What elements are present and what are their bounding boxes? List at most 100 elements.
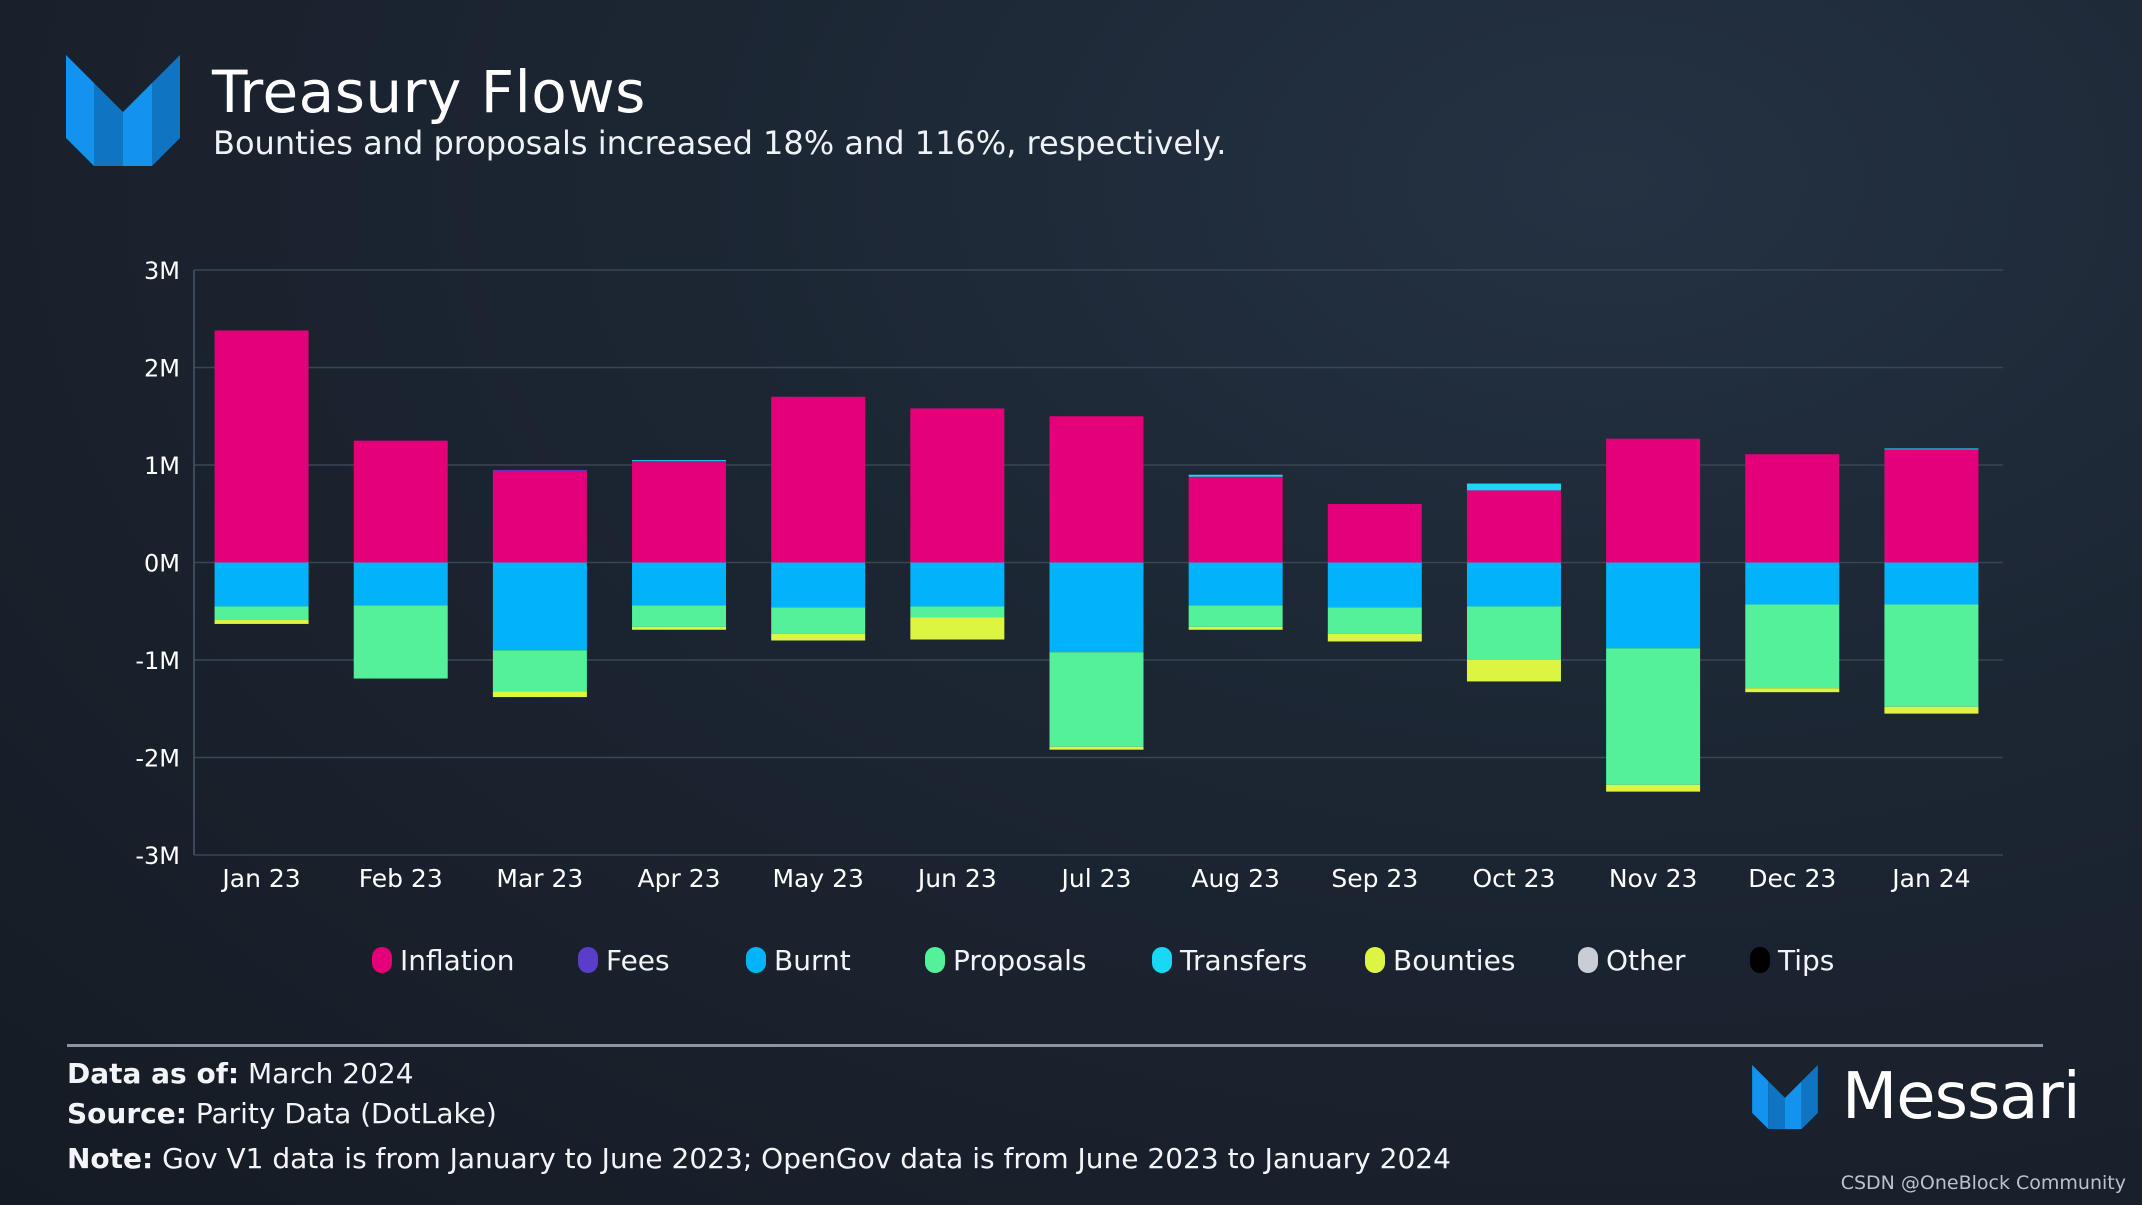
x-tick-label: Aug 23	[1191, 864, 1280, 893]
bar-bounties-jan-23	[214, 620, 309, 624]
legend-item-burnt[interactable]: Burnt	[746, 940, 851, 980]
y-tick-label: 3M	[144, 257, 180, 285]
bar-proposals-oct-23	[1466, 606, 1561, 660]
footer-divider	[67, 1044, 2043, 1047]
y-tick-label: 0M	[144, 550, 180, 578]
bar-bounties-dec-23	[1745, 688, 1840, 693]
x-tick-label: Jan 23	[220, 864, 300, 893]
bar-proposals-feb-23	[353, 605, 448, 679]
bar-bounties-jun-23	[910, 617, 1005, 640]
bar-bounties-aug-23	[1188, 626, 1283, 630]
bar-burnt-jun-23	[910, 562, 1005, 607]
bar-burnt-mar-23	[492, 562, 587, 651]
legend-swatch	[925, 947, 945, 973]
bar-burnt-sep-23	[1327, 562, 1422, 608]
legend-swatch	[1152, 947, 1172, 973]
chart-title: Treasury Flows	[212, 58, 646, 126]
bar-proposals-aug-23	[1188, 605, 1283, 627]
legend-swatch	[746, 947, 766, 973]
note: Note: Gov V1 data is from January to Jun…	[67, 1142, 1451, 1175]
bar-burnt-aug-23	[1188, 562, 1283, 606]
bar-proposals-dec-23	[1745, 604, 1840, 689]
legend-item-proposals[interactable]: Proposals	[925, 940, 1086, 980]
messari-logo-icon	[66, 55, 180, 166]
legend-item-fees[interactable]: Fees	[578, 940, 670, 980]
bar-burnt-may-23	[771, 562, 866, 608]
legend-item-bounties[interactable]: Bounties	[1365, 940, 1515, 980]
data-as-of: Data as of: March 2024	[67, 1057, 414, 1090]
x-tick-label: Oct 23	[1472, 864, 1555, 893]
bar-inflation-apr-23	[632, 462, 727, 563]
bar-burnt-jul-23	[1049, 562, 1144, 653]
bar-bounties-mar-23	[492, 691, 587, 698]
bar-bounties-jan-24	[1884, 706, 1979, 714]
bar-inflation-feb-23	[353, 440, 448, 563]
bar-transfers-oct-23	[1466, 483, 1561, 491]
bar-bounties-apr-23	[632, 626, 727, 630]
legend-label: Proposals	[953, 943, 1087, 977]
legend-label: Bounties	[1393, 943, 1516, 977]
bar-bounties-jul-23	[1049, 746, 1144, 750]
bar-fees-apr-23	[632, 461, 727, 463]
bar-burnt-dec-23	[1745, 562, 1840, 605]
chart-subtitle: Bounties and proposals increased 18% and…	[213, 124, 1227, 162]
legend-swatch	[1578, 947, 1598, 973]
source: Source: Parity Data (DotLake)	[67, 1097, 497, 1130]
bar-inflation-mar-23	[492, 470, 587, 563]
legend-item-transfers[interactable]: Transfers	[1152, 940, 1307, 980]
bar-transfers-apr-23	[632, 460, 727, 462]
bar-bounties-oct-23	[1466, 660, 1561, 682]
x-tick-label: Mar 23	[496, 864, 583, 893]
bar-burnt-jan-24	[1884, 562, 1979, 605]
bar-fees-mar-23	[492, 469, 587, 471]
bar-burnt-feb-23	[353, 562, 448, 606]
bar-inflation-jan-23	[214, 330, 309, 563]
bar-inflation-jan-24	[1884, 449, 1979, 563]
bar-transfers-jan-24	[1884, 448, 1979, 450]
bar-proposals-nov-23	[1606, 648, 1701, 785]
legend-item-tips[interactable]: Tips	[1750, 940, 1834, 980]
x-tick-label: Jun 23	[916, 864, 997, 893]
bar-inflation-jun-23	[910, 408, 1005, 563]
data-as-of-label: Data as of:	[67, 1057, 240, 1090]
data-as-of-value: March 2024	[248, 1057, 414, 1090]
x-tick-label: Dec 23	[1748, 864, 1836, 893]
legend-label: Tips	[1778, 943, 1835, 977]
legend-item-other[interactable]: Other	[1578, 940, 1686, 980]
y-tick-label: -1M	[135, 647, 180, 675]
bar-proposals-apr-23	[632, 605, 727, 627]
bar-inflation-dec-23	[1745, 454, 1840, 563]
source-value: Parity Data (DotLake)	[195, 1097, 497, 1130]
x-tick-label: May 23	[772, 864, 863, 893]
x-tick-label: Sep 23	[1331, 864, 1418, 893]
legend-item-inflation[interactable]: Inflation	[372, 940, 514, 980]
legend-swatch	[1365, 947, 1385, 973]
legend-swatch	[372, 947, 392, 973]
x-tick-label: Feb 23	[359, 864, 443, 893]
bar-inflation-jul-23	[1049, 416, 1144, 563]
bar-inflation-oct-23	[1466, 490, 1561, 563]
legend-label: Transfers	[1180, 943, 1308, 977]
legend-swatch	[578, 947, 598, 973]
brand-lockup: Messari	[1752, 1060, 2081, 1134]
legend-label: Inflation	[400, 943, 515, 977]
watermark: CSDN @OneBlock Community	[1840, 1172, 2126, 1194]
bar-inflation-nov-23	[1606, 438, 1701, 563]
bar-transfers-aug-23	[1188, 474, 1283, 477]
legend-label: Fees	[606, 943, 670, 977]
bar-proposals-jun-23	[910, 606, 1005, 618]
bar-proposals-sep-23	[1327, 607, 1422, 634]
note-label: Note:	[67, 1142, 154, 1175]
x-tick-label: Jan 24	[1890, 864, 1970, 893]
brand-name: Messari	[1842, 1060, 2081, 1134]
y-tick-label: -2M	[135, 745, 180, 773]
bar-burnt-oct-23	[1466, 562, 1561, 607]
bar-bounties-may-23	[771, 633, 866, 641]
chart-legend: Inflation Fees Burnt Proposals Transfers Boun…	[0, 940, 2142, 980]
source-label: Source:	[67, 1097, 187, 1130]
x-tick-label: Apr 23	[638, 864, 721, 893]
bar-bounties-sep-23	[1327, 633, 1422, 642]
y-tick-label: 1M	[144, 452, 180, 480]
bar-inflation-may-23	[771, 396, 866, 563]
y-tick-label: -3M	[135, 842, 180, 870]
